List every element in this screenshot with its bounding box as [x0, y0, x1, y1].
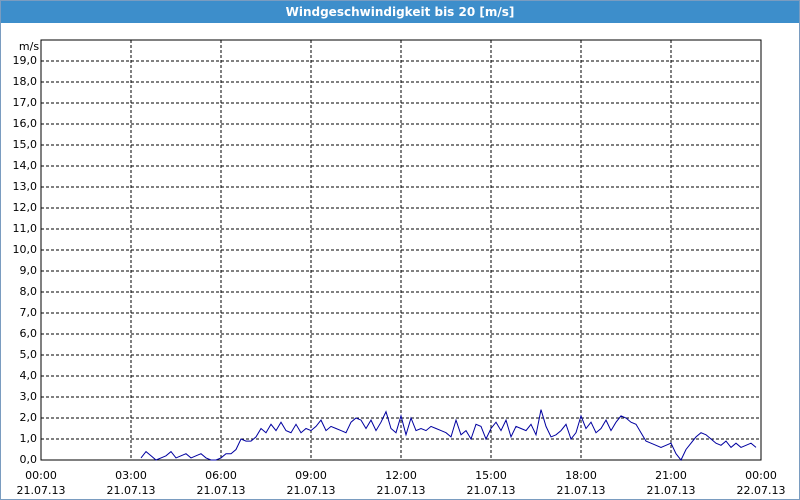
y-tick-label: 3,0 [20, 390, 38, 403]
x-tick-label: 21.07.13 [107, 484, 156, 497]
y-tick-label: 8,0 [20, 285, 38, 298]
x-tick-label: 21.07.13 [287, 484, 336, 497]
x-tick-label: 18:00 [565, 469, 597, 482]
y-tick-label: 14,0 [13, 159, 38, 172]
x-tick-label: 03:00 [115, 469, 147, 482]
x-tick-label: 21.07.13 [377, 484, 426, 497]
x-tick-label: 21.07.13 [467, 484, 516, 497]
y-tick-label: 15,0 [13, 138, 38, 151]
y-tick-label: 9,0 [20, 264, 38, 277]
x-tick-label: 12:00 [385, 469, 417, 482]
chart-title: Windgeschwindigkeit bis 20 [m/s] [1, 1, 799, 23]
x-tick-label: 15:00 [475, 469, 507, 482]
y-tick-label: 4,0 [20, 369, 38, 382]
y-tick-label: 16,0 [13, 117, 38, 130]
y-tick-label: 0,0 [20, 453, 38, 466]
x-tick-label: 21.07.13 [17, 484, 66, 497]
x-tick-label: 00:00 [745, 469, 777, 482]
y-tick-label: 12,0 [13, 201, 38, 214]
plot-border [40, 39, 762, 461]
y-axis-label: m/s [19, 40, 39, 53]
y-tick-label: 5,0 [20, 348, 38, 361]
y-tick-label: 10,0 [13, 243, 38, 256]
y-tick-label: 6,0 [20, 327, 38, 340]
x-tick-label: 06:00 [205, 469, 237, 482]
x-tick-label: 21.07.13 [647, 484, 696, 497]
chart: m/s 0,0 1,0 2,0 3,0 4,0 5,0 6,0 7,0 8,0 9,0 10,0 11… [13, 39, 786, 497]
data-line [140, 409, 757, 461]
y-tick-label: 13,0 [13, 180, 38, 193]
y-tick-label: 19,0 [13, 54, 38, 67]
y-tick-label: 17,0 [13, 96, 38, 109]
x-tick-label: 00:00 [25, 469, 57, 482]
y-tick-label: 7,0 [20, 306, 38, 319]
y-tick-label: 1,0 [20, 432, 38, 445]
y-tick-label: 11,0 [13, 222, 38, 235]
y-tick-label: 2,0 [20, 411, 38, 424]
y-tick-label: 18,0 [13, 75, 38, 88]
x-tick-label: 21:00 [655, 469, 687, 482]
x-tick-label: 21.07.13 [197, 484, 246, 497]
x-tick-label: 22.07.13 [737, 484, 786, 497]
x-tick-label: 21.07.13 [557, 484, 606, 497]
x-tick-label: 09:00 [295, 469, 327, 482]
